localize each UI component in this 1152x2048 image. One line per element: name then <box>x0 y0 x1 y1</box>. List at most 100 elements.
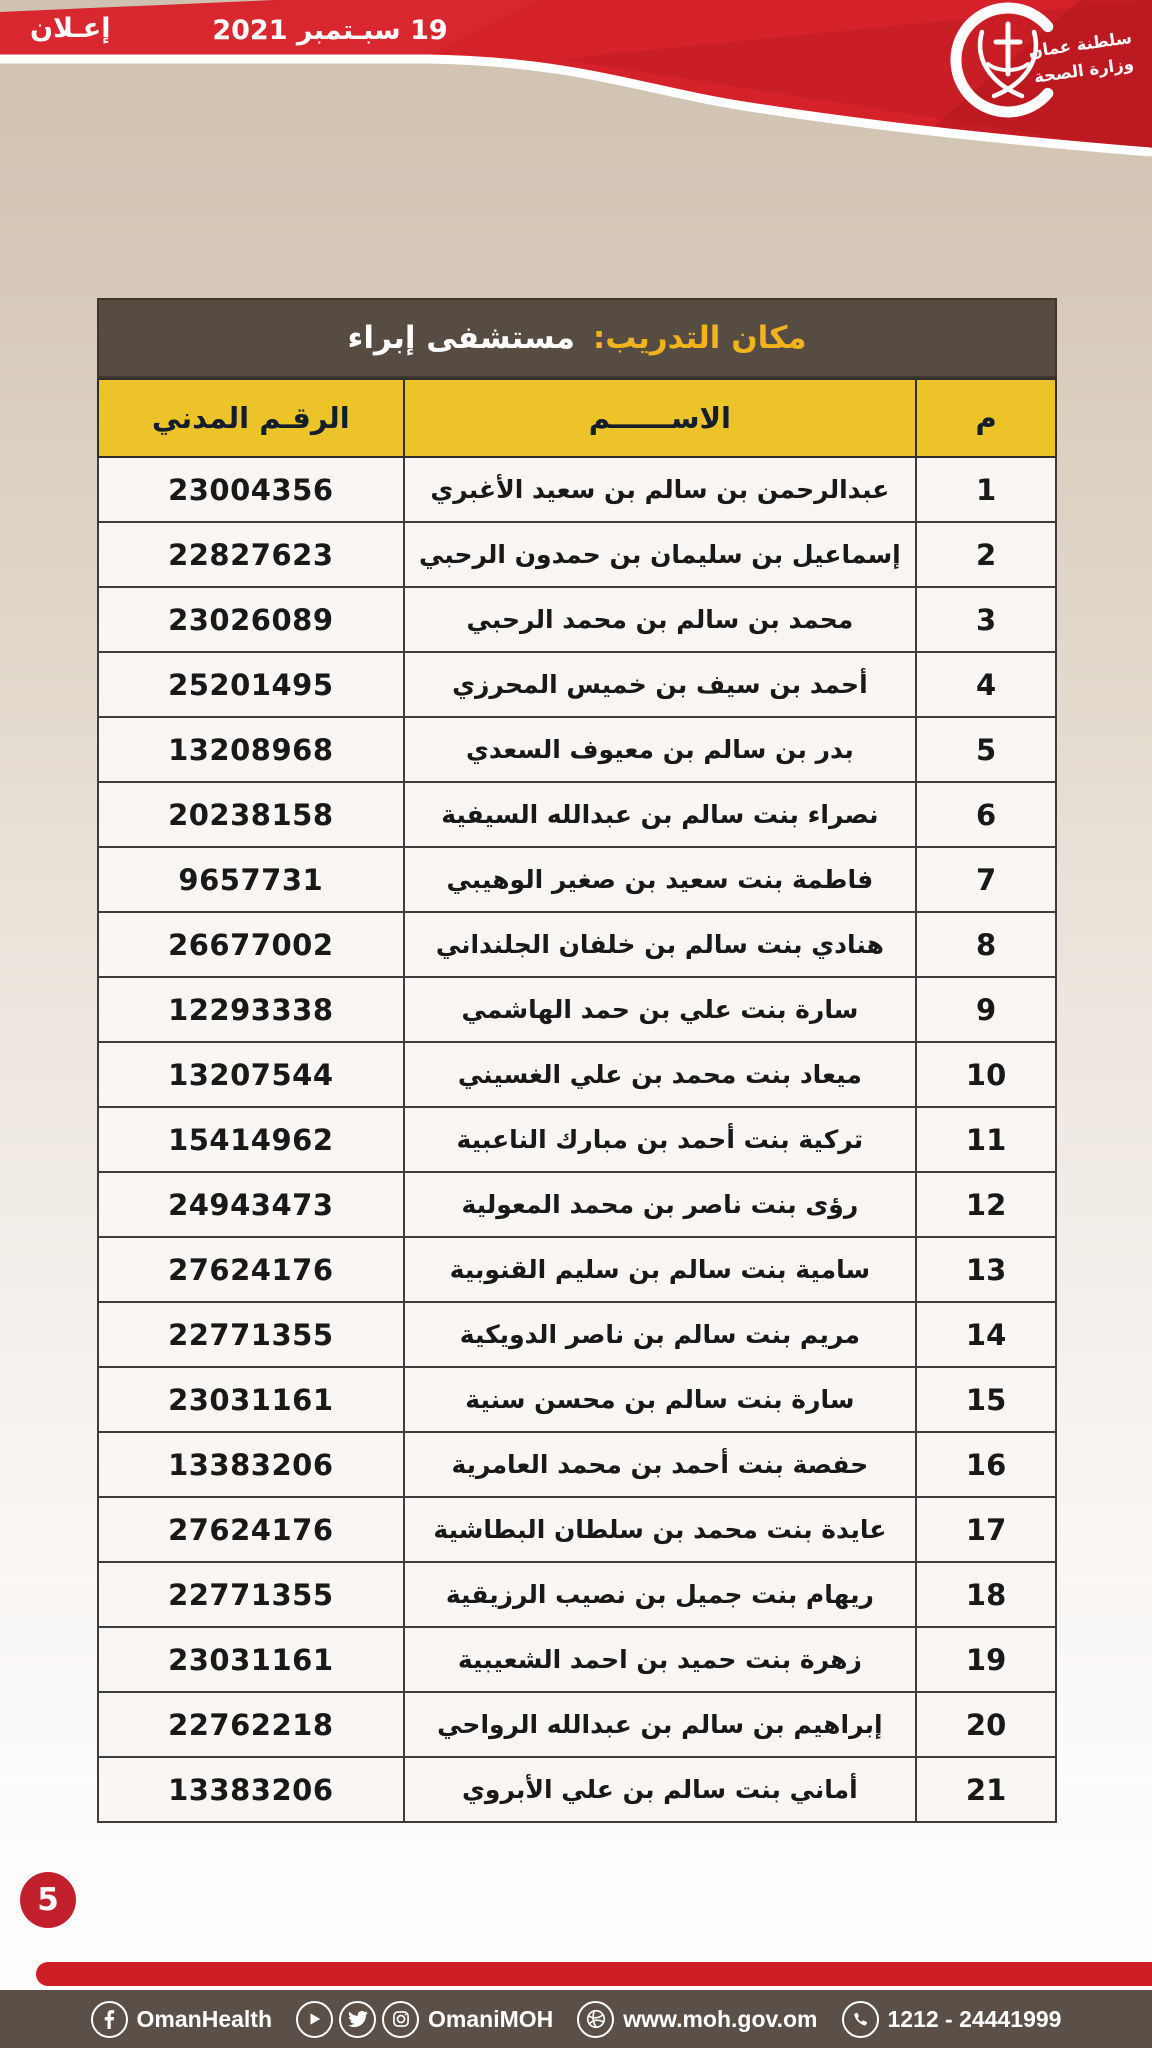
table-row: 21 أماني بنت سالم بن علي الأبروي 1338320… <box>97 1756 1057 1823</box>
row-name: فاطمة بنت سعيد بن صغير الوهيبي <box>402 846 918 913</box>
row-index: 5 <box>915 716 1057 783</box>
row-civil-number: 15414962 <box>97 1106 405 1173</box>
row-civil-number: 25201495 <box>97 651 405 718</box>
footer-bar: OmanHealth OmaniMOH www.moh.gov.om <box>0 1990 1152 2048</box>
table-row: 17 عايدة بنت محمد بن سلطان البطاشية 2762… <box>97 1496 1057 1563</box>
row-name: بدر بن سالم بن معيوف السعدي <box>402 716 918 783</box>
facebook-group: OmanHealth <box>90 2000 273 2038</box>
row-index: 14 <box>915 1301 1057 1368</box>
training-place-label: مكان التدريب: <box>592 320 807 356</box>
twitter-icon <box>339 2000 377 2038</box>
page-number-badge: 5 <box>20 1872 76 1928</box>
row-civil-number: 13383206 <box>97 1431 405 1498</box>
table-row: 10 ميعاد بنت محمد بن علي الغسيني 1320754… <box>97 1041 1057 1108</box>
table-row: 6 نصراء بنت سالم بن عبدالله السيفية 2023… <box>97 781 1057 848</box>
moh-emblem-crescent <box>950 2 1054 118</box>
table-row: 15 سارة بنت سالم بن محسن سنية 23031161 <box>97 1366 1057 1433</box>
row-civil-number: 23004356 <box>97 456 405 523</box>
col-header-index: م <box>915 378 1057 458</box>
row-name: مريم بنت سالم بن ناصر الدويكية <box>402 1301 918 1368</box>
table-body: 1 عبدالرحمن بن سالم بن سعيد الأغبري 2300… <box>97 456 1057 1823</box>
table-row: 7 فاطمة بنت سعيد بن صغير الوهيبي 9657731 <box>97 846 1057 913</box>
row-name: ريهام بنت جميل بن نصيب الرزيقية <box>402 1561 918 1628</box>
row-index: 3 <box>915 586 1057 653</box>
row-civil-number: 23026089 <box>97 586 405 653</box>
roster-table: م الاســــــم الرقـم المدني 1 عبدالرحمن … <box>97 378 1057 1823</box>
footer-red-strip <box>36 1962 1152 1986</box>
table-row: 12 رؤى بنت ناصر بن محمد المعولية 2494347… <box>97 1171 1057 1238</box>
row-index: 13 <box>915 1236 1057 1303</box>
row-index: 8 <box>915 911 1057 978</box>
phone-group: 1212 - 24441999 <box>841 2000 1062 2038</box>
row-civil-number: 22827623 <box>97 521 405 588</box>
globe-icon <box>577 2000 615 2038</box>
row-civil-number: 23031161 <box>97 1366 405 1433</box>
instagram-icon <box>382 2000 420 2038</box>
row-index: 7 <box>915 846 1057 913</box>
row-index: 21 <box>915 1756 1057 1823</box>
training-table: مكان التدريب: مستشفى إبراء م الاســــــم… <box>97 298 1057 1823</box>
row-index: 18 <box>915 1561 1057 1628</box>
row-name: محمد بن سالم بن محمد الرحبي <box>402 586 918 653</box>
facebook-handle: OmanHealth <box>136 2005 273 2032</box>
banner-graphic <box>0 0 1152 157</box>
phone-number: 1212 - 24441999 <box>887 2005 1062 2032</box>
row-name: حفصة بنت أحمد بن محمد العامرية <box>402 1431 918 1498</box>
row-name: أحمد بن سيف بن خميس المحرزي <box>402 651 918 718</box>
row-name: نصراء بنت سالم بن عبدالله السيفية <box>402 781 918 848</box>
row-index: 2 <box>915 521 1057 588</box>
training-place-value: مستشفى إبراء <box>347 320 575 356</box>
row-civil-number: 20238158 <box>97 781 405 848</box>
table-row: 19 زهرة بنت حميد بن احمد الشعيبية 230311… <box>97 1626 1057 1693</box>
table-row: 20 إبراهيم بن سالم بن عبدالله الرواحي 22… <box>97 1691 1057 1758</box>
facebook-icon <box>90 2000 128 2038</box>
social-handle: OmaniMOH <box>428 2005 554 2032</box>
row-index: 11 <box>915 1106 1057 1173</box>
row-index: 15 <box>915 1366 1057 1433</box>
row-civil-number: 9657731 <box>97 846 405 913</box>
row-index: 19 <box>915 1626 1057 1693</box>
table-row: 4 أحمد بن سيف بن خميس المحرزي 25201495 <box>97 651 1057 718</box>
date-label: 19 سبـتمبر 2021 <box>212 15 448 46</box>
row-civil-number: 13383206 <box>97 1756 405 1823</box>
announcement-label: إعـلان <box>30 13 111 44</box>
row-name: زهرة بنت حميد بن احمد الشعيبية <box>402 1626 918 1693</box>
col-header-civil-no: الرقـم المدني <box>97 378 405 458</box>
table-row: 11 تركية بنت أحمد بن مبارك الناعبية 1541… <box>97 1106 1057 1173</box>
row-index: 6 <box>915 781 1057 848</box>
row-name: ميعاد بنت محمد بن علي الغسيني <box>402 1041 918 1108</box>
row-name: سارة بنت سالم بن محسن سنية <box>402 1366 918 1433</box>
table-row: 2 إسماعيل بن سليمان بن حمدون الرحبي 2282… <box>97 521 1057 588</box>
row-index: 1 <box>915 456 1057 523</box>
row-civil-number: 27624176 <box>97 1236 405 1303</box>
table-row: 3 محمد بن سالم بن محمد الرحبي 23026089 <box>97 586 1057 653</box>
row-name: سارة بنت علي بن حمد الهاشمي <box>402 976 918 1043</box>
header-banner: إعـلان 19 سبـتمبر 2021 سلطنة عمان وزارة … <box>0 0 1152 170</box>
row-index: 9 <box>915 976 1057 1043</box>
row-index: 17 <box>915 1496 1057 1563</box>
row-name: سامية بنت سالم بن سليم القنوبية <box>402 1236 918 1303</box>
youtube-icon <box>296 2000 334 2038</box>
row-civil-number: 26677002 <box>97 911 405 978</box>
row-civil-number: 24943473 <box>97 1171 405 1238</box>
website-url: www.moh.gov.om <box>623 2005 818 2032</box>
table-row: 16 حفصة بنت أحمد بن محمد العامرية 133832… <box>97 1431 1057 1498</box>
row-civil-number: 12293338 <box>97 976 405 1043</box>
phone-icon <box>841 2000 879 2038</box>
table-row: 14 مريم بنت سالم بن ناصر الدويكية 227713… <box>97 1301 1057 1368</box>
row-name: أماني بنت سالم بن علي الأبروي <box>402 1756 918 1823</box>
table-title-bar: مكان التدريب: مستشفى إبراء <box>97 298 1057 378</box>
table-row: 8 هنادي بنت سالم بن خلفان الجلنداني 2667… <box>97 911 1057 978</box>
row-civil-number: 13208968 <box>97 716 405 783</box>
row-index: 20 <box>915 1691 1057 1758</box>
table-row: 5 بدر بن سالم بن معيوف السعدي 13208968 <box>97 716 1057 783</box>
row-civil-number: 23031161 <box>97 1626 405 1693</box>
row-index: 4 <box>915 651 1057 718</box>
row-index: 16 <box>915 1431 1057 1498</box>
col-header-name: الاســــــم <box>402 378 918 458</box>
website-group: www.moh.gov.om <box>577 2000 818 2038</box>
row-name: تركية بنت أحمد بن مبارك الناعبية <box>402 1106 918 1173</box>
row-name: هنادي بنت سالم بن خلفان الجلنداني <box>402 911 918 978</box>
row-name: عبدالرحمن بن سالم بن سعيد الأغبري <box>402 456 918 523</box>
